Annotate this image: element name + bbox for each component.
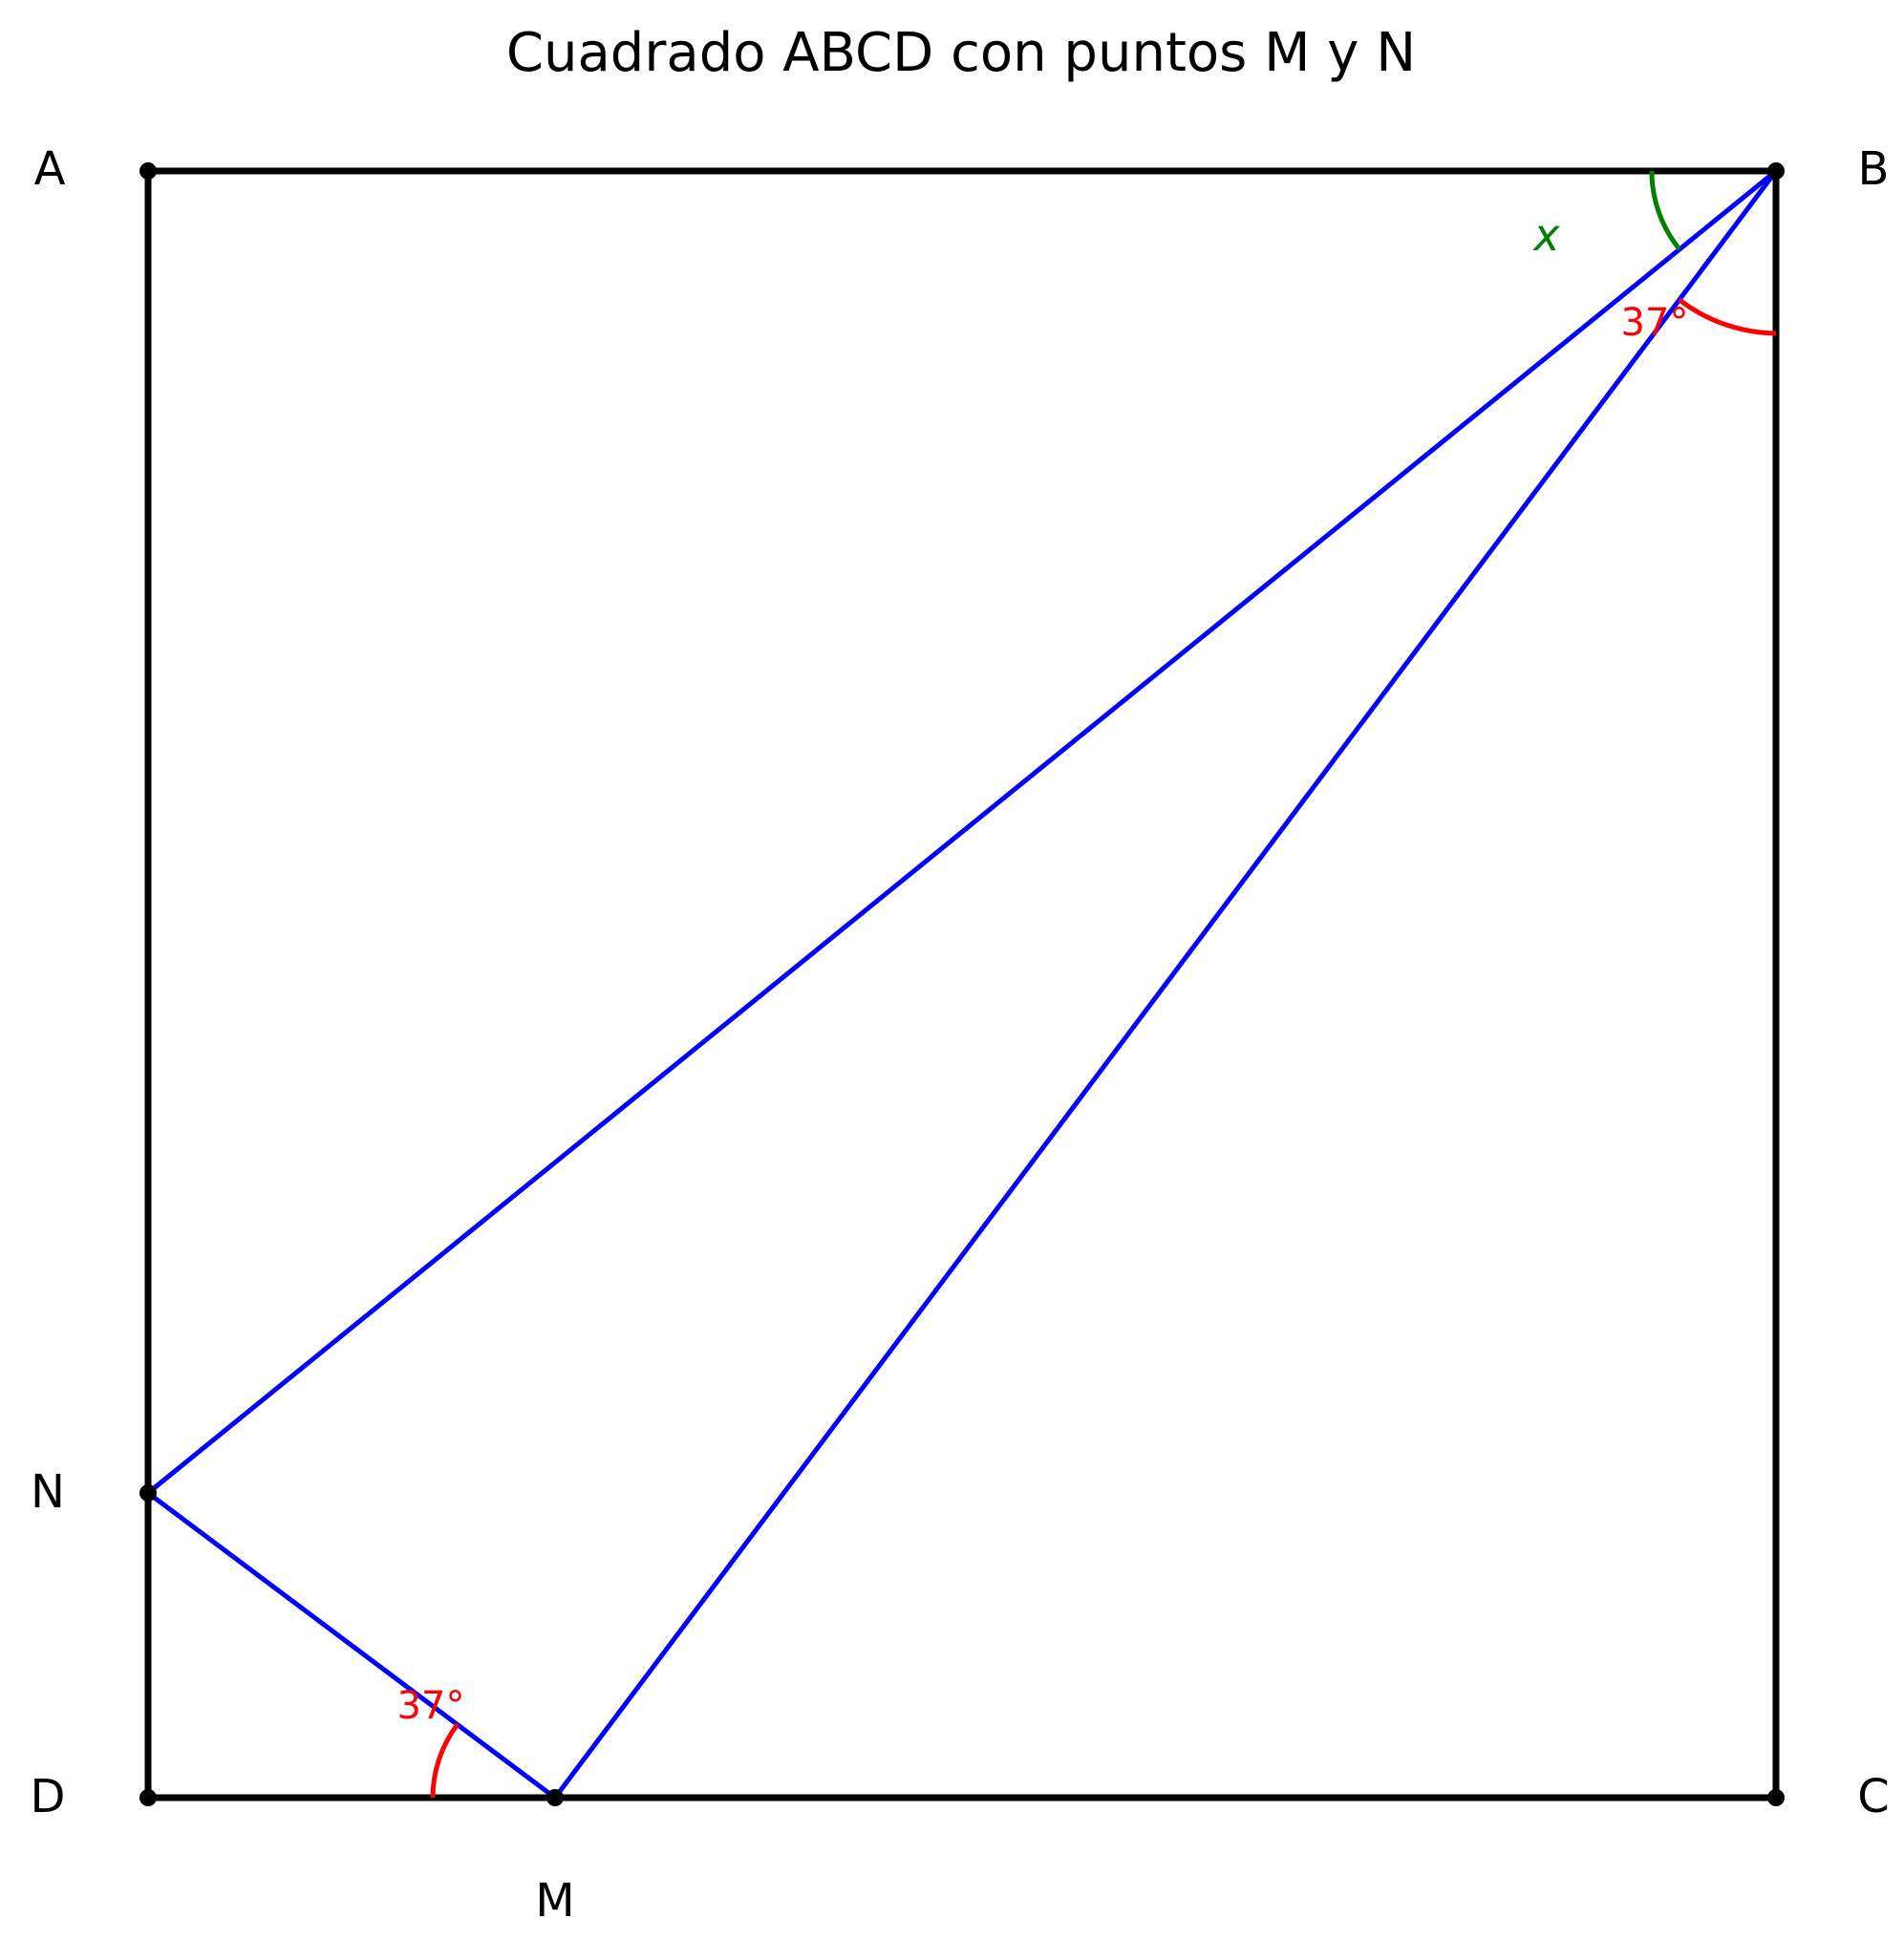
- point-d: [139, 1789, 157, 1806]
- label-n: N: [31, 1465, 65, 1519]
- angle-m-37-label: 37°: [397, 1684, 465, 1728]
- point-n: [139, 1484, 157, 1502]
- point-a: [139, 162, 157, 180]
- angle-m-37-arc: [430, 1722, 460, 1799]
- point-c: [1767, 1789, 1785, 1806]
- label-b: B: [1858, 142, 1890, 196]
- segment-nb: [146, 169, 1778, 1495]
- diagram-title: Cuadrado ABCD con puntos M y N: [506, 22, 1416, 84]
- label-d: D: [31, 1770, 66, 1823]
- label-c: C: [1857, 1770, 1890, 1823]
- segment-bm: [553, 169, 1778, 1800]
- label-m: M: [535, 1874, 574, 1928]
- point-b: [1767, 162, 1785, 180]
- point-m: [546, 1789, 564, 1806]
- segment-nm: [146, 1490, 557, 1801]
- angle-b-37-label: 37°: [1621, 301, 1689, 345]
- label-a: A: [34, 142, 66, 196]
- angle-b-37-arc: [1678, 298, 1777, 336]
- angle-x-arc: [1649, 170, 1681, 251]
- angle-x-label: x: [1531, 209, 1560, 261]
